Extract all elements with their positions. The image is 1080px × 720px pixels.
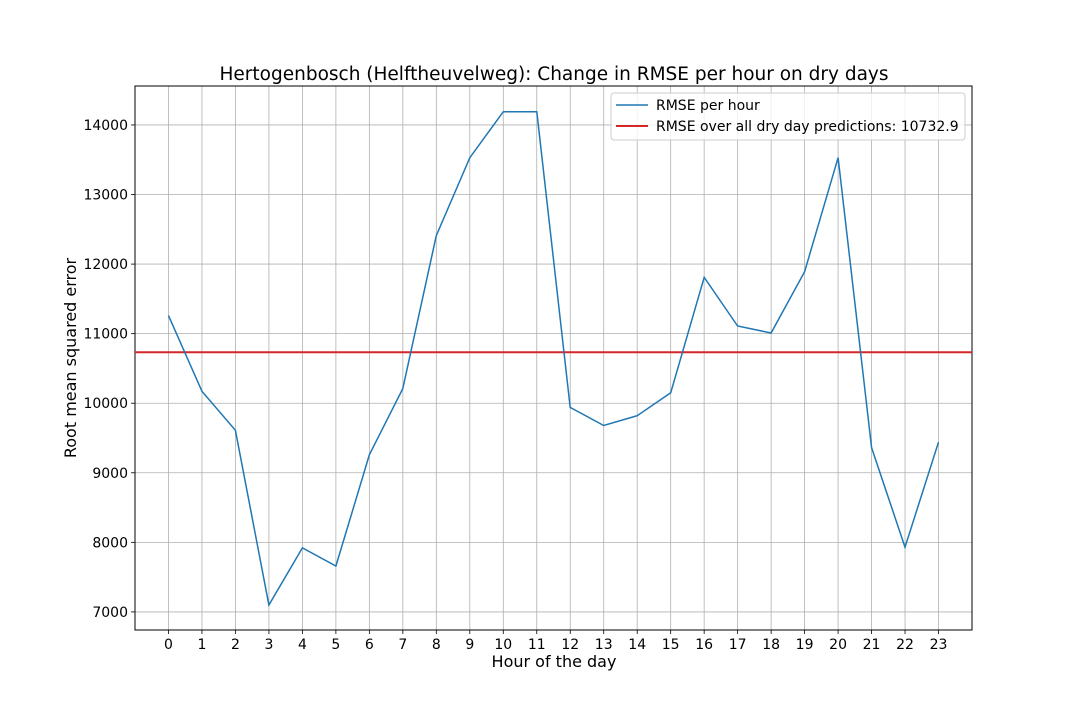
x-tick-label: 22 [896, 637, 914, 653]
x-tick-label: 2 [231, 637, 240, 653]
x-tick-label: 17 [729, 637, 747, 653]
x-tick-label: 23 [930, 637, 948, 653]
y-tick-label: 7000 [92, 605, 128, 621]
chart-title: Hertogenbosch (Helftheuvelweg): Change i… [220, 64, 889, 85]
y-tick-label: 13000 [83, 188, 128, 204]
legend-box [610, 92, 966, 141]
legend: RMSE per hour RMSE over all dry day pred… [610, 92, 966, 141]
y-axis-ticks: 7000 8000 9000 10000 11000 12000 13000 14000 [83, 118, 135, 621]
series-line-rmse-per-hour [167, 110, 940, 608]
y-tick-label: 11000 [83, 327, 128, 343]
x-tick-label: 13 [595, 637, 613, 653]
x-tick-label: 20 [829, 637, 847, 653]
y-tick-label: 10000 [83, 396, 128, 412]
y-axis-label: Root mean squared error [61, 257, 80, 458]
y-tick-label: 9000 [92, 466, 128, 482]
x-tick-label: 3 [264, 637, 273, 653]
x-tick-label: 15 [662, 637, 680, 653]
x-tick-label: 8 [432, 637, 441, 653]
x-tick-label: 21 [863, 637, 881, 653]
x-tick-label: 7 [398, 637, 407, 653]
x-tick-label: 19 [796, 637, 814, 653]
legend-label-series: RMSE per hour [656, 98, 760, 114]
x-tick-label: 5 [331, 637, 340, 653]
x-tick-label: 6 [365, 637, 374, 653]
plot-area-frame [134, 85, 973, 631]
x-tick-label: 10 [494, 637, 512, 653]
x-axis-ticks: 0 1 2 3 4 5 6 7 8 9 10 11 12 13 14 15 16 17 18 19 20 21 22 23 [164, 630, 947, 653]
x-tick-label: 11 [528, 637, 546, 653]
x-tick-label: 14 [628, 637, 646, 653]
legend-label-reference: RMSE over all dry day predictions: 10732… [656, 119, 959, 135]
x-tick-label: 0 [164, 637, 173, 653]
x-tick-label: 12 [561, 637, 579, 653]
y-tick-label: 12000 [83, 257, 128, 273]
x-tick-label: 18 [762, 637, 780, 653]
y-tick-label: 8000 [92, 535, 128, 551]
x-tick-label: 9 [465, 637, 474, 653]
x-axis-label: Hour of the day [492, 652, 617, 671]
x-tick-label: 16 [695, 637, 713, 653]
y-tick-label: 14000 [83, 118, 128, 134]
x-tick-label: 1 [197, 637, 206, 653]
grid-lines [135, 86, 972, 630]
x-tick-label: 4 [298, 637, 307, 653]
